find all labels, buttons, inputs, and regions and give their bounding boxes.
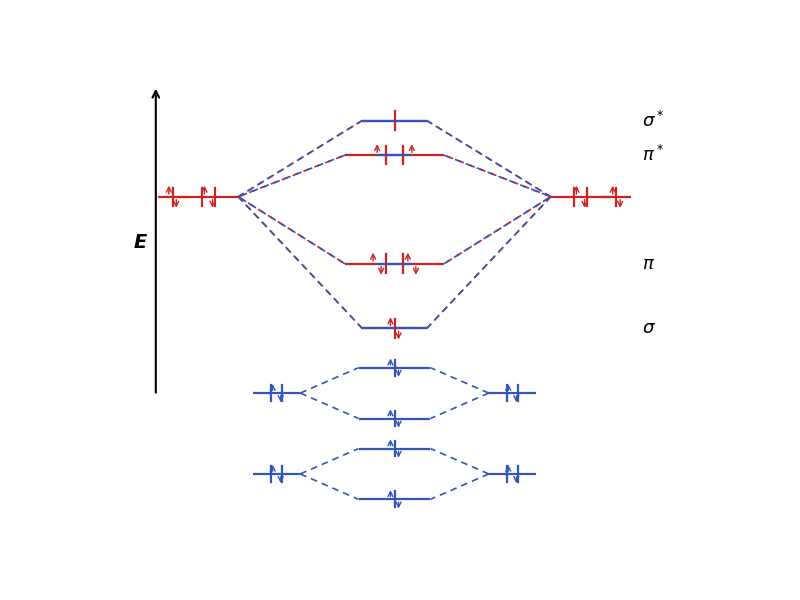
Text: $\pi$: $\pi$ <box>642 255 655 273</box>
Text: $\pi^*$: $\pi^*$ <box>642 145 665 165</box>
Text: $\sigma^*$: $\sigma^*$ <box>642 110 665 131</box>
Text: $\sigma$: $\sigma$ <box>642 319 656 337</box>
Text: E: E <box>134 233 147 253</box>
